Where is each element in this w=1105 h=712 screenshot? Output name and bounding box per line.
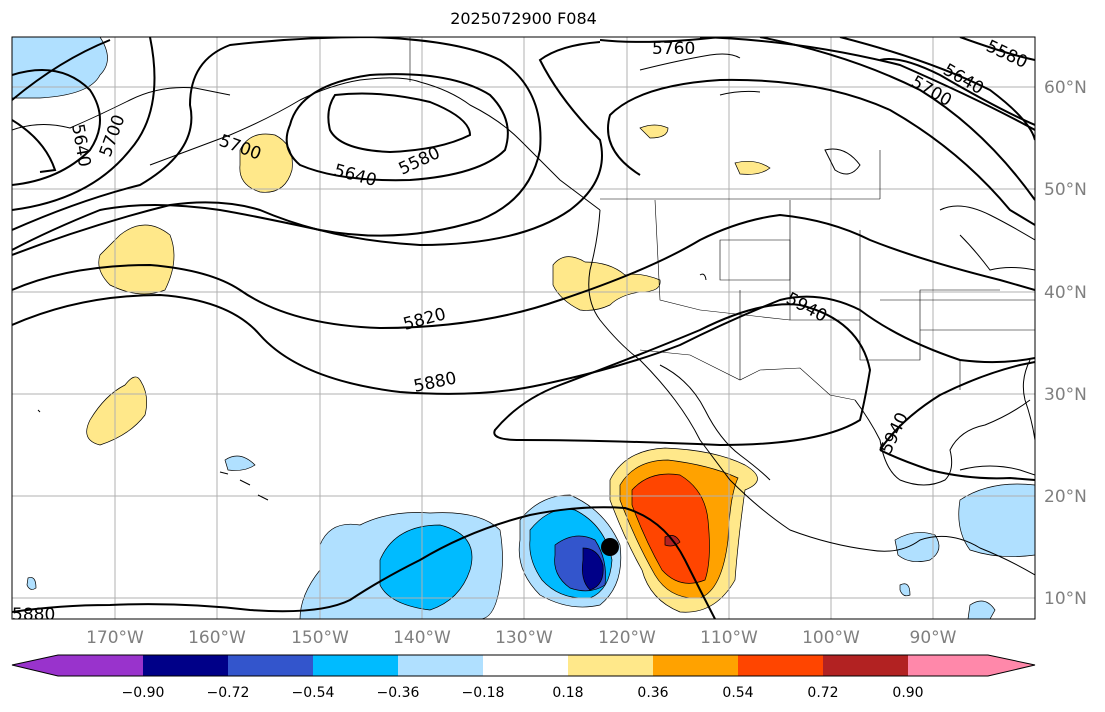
longitude-labels: 170°W 160°W 150°W 140°W 130°W 120°W 110°…	[86, 628, 957, 648]
lat-label: 40°N	[1044, 283, 1087, 303]
contour-label: 5880	[12, 605, 55, 625]
coastlines	[12, 53, 1035, 576]
latitude-labels: 60°N 50°N 40°N 30°N 20°N 10°N	[1044, 78, 1087, 609]
colorbar-extend-low	[12, 655, 58, 676]
lon-label: 170°W	[86, 628, 144, 648]
colorbar: −0.90 −0.72 −0.54 −0.36 −0.18 0.18 0.36 …	[11, 654, 1036, 701]
positive-anomaly-area	[639, 124, 669, 139]
negative-anomaly-area	[958, 483, 1035, 558]
negative-anomaly-area	[379, 524, 473, 611]
colorbar-segment	[738, 655, 824, 676]
lon-label: 140°W	[393, 628, 451, 648]
colorbar-tick-label: −0.90	[122, 685, 165, 701]
colorbar-segment	[653, 655, 739, 676]
lon-label: 130°W	[495, 628, 553, 648]
lat-label: 50°N	[1044, 180, 1087, 200]
negative-anomaly-area	[967, 600, 996, 619]
colorbar-tick-label: 0.18	[552, 685, 583, 701]
colorbar-tick-label: −0.18	[462, 685, 505, 701]
colorbar-segment	[143, 655, 229, 676]
colorbar-tick-label: 0.90	[892, 685, 923, 701]
graticule	[12, 37, 1035, 619]
negative-anomaly-area	[224, 455, 256, 471]
anomaly-shading	[12, 37, 1035, 619]
colorbar-segment	[568, 655, 654, 676]
negative-anomaly-area	[894, 532, 940, 562]
colorbar-tick-label: −0.72	[207, 685, 250, 701]
lon-label: 110°W	[700, 628, 758, 648]
colorbar-tick-label: 0.72	[807, 685, 838, 701]
colorbar-segment	[398, 655, 484, 676]
contour-label: 5760	[652, 39, 695, 59]
map-title: 2025072900 F084	[450, 9, 597, 28]
positive-anomaly-area	[239, 133, 293, 193]
map-frame	[11, 36, 1036, 620]
colorbar-tick-label: 0.54	[722, 685, 753, 701]
negative-anomaly-area	[899, 583, 911, 597]
lat-label: 60°N	[1044, 78, 1087, 98]
colorbar-segment	[908, 655, 988, 676]
height-contours	[12, 37, 1035, 619]
colorbar-segment	[823, 655, 909, 676]
lat-label: 20°N	[1044, 487, 1087, 507]
positive-anomaly-area	[734, 161, 771, 175]
colorbar-extend-high	[988, 655, 1035, 676]
colorbar-segment	[228, 655, 314, 676]
colorbar-outline	[11, 654, 1036, 677]
colorbar-tick-label: −0.36	[377, 685, 420, 701]
lon-label: 100°W	[802, 628, 860, 648]
storm-center-marker	[601, 538, 619, 556]
lon-label: 120°W	[598, 628, 656, 648]
colorbar-segment	[313, 655, 399, 676]
lat-label: 30°N	[1044, 385, 1087, 405]
colorbar-tick-label: 0.36	[637, 685, 668, 701]
negative-anomaly-area	[581, 547, 604, 591]
positive-anomaly-area	[631, 473, 710, 584]
lon-label: 150°W	[291, 628, 349, 648]
colorbar-segment	[58, 655, 144, 676]
negative-anomaly-area	[26, 577, 37, 590]
lat-label: 10°N	[1044, 589, 1087, 609]
lon-label: 160°W	[188, 628, 246, 648]
positive-anomaly-area	[98, 224, 175, 295]
colorbar-segment	[483, 655, 569, 676]
colorbar-tick-label: −0.54	[292, 685, 335, 701]
lon-label: 90°W	[910, 628, 957, 648]
